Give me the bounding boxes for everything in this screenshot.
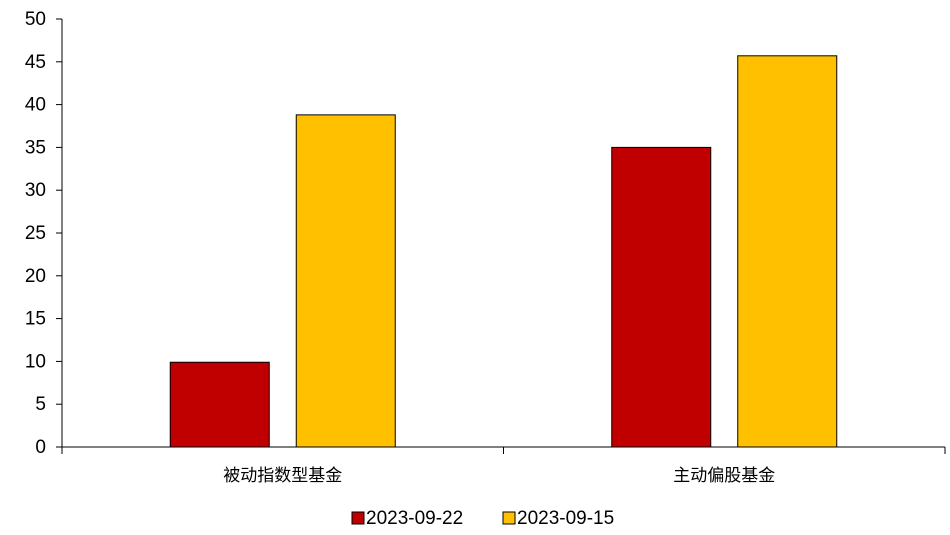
y-tick-label: 20 — [25, 266, 46, 287]
bar — [169, 361, 270, 448]
bar — [737, 55, 838, 448]
y-tick-label: 35 — [25, 137, 46, 158]
y-tick-label: 10 — [25, 351, 46, 372]
legend-swatch — [502, 511, 516, 525]
y-tick-label: 40 — [25, 95, 46, 116]
x-axis: 被动指数型基金 主动偏股基金 — [61, 446, 946, 486]
legend: 2023-09-22 2023-09-15 — [351, 508, 614, 529]
y-tick-label: 0 — [35, 437, 46, 458]
y-tick-label: 50 — [25, 9, 46, 30]
y-tick-label: 15 — [25, 309, 46, 330]
y-tick-label: 5 — [35, 394, 46, 415]
x-category-label: 主动偏股基金 — [673, 466, 775, 486]
bar — [611, 146, 712, 448]
legend-swatch — [351, 511, 365, 525]
y-tick-label: 30 — [25, 180, 46, 201]
bars — [169, 55, 838, 448]
x-category-label: 被动指数型基金 — [223, 466, 342, 486]
y-tick-label: 45 — [25, 52, 46, 73]
legend-label: 2023-09-15 — [517, 508, 614, 529]
y-axis: 0 5 10 15 20 25 30 35 40 45 50 — [25, 9, 63, 458]
legend-label: 2023-09-22 — [366, 508, 463, 529]
y-tick-label: 25 — [25, 223, 46, 244]
bar — [295, 114, 396, 448]
